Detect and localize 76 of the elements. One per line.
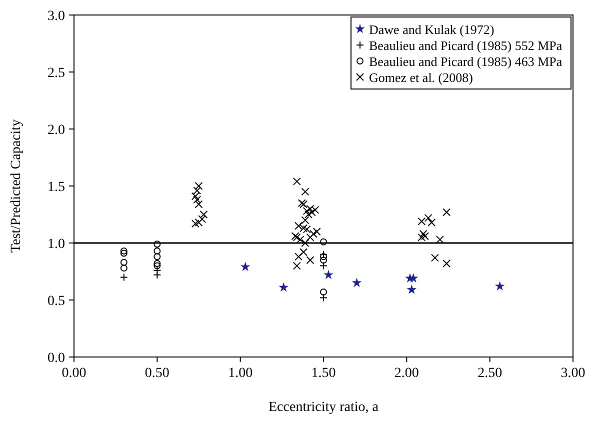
x-tick-label: 1.00 <box>228 366 253 381</box>
point <box>406 284 417 294</box>
point <box>120 250 128 257</box>
point <box>120 264 128 272</box>
legend-label: Dawe and Kulak (1972) <box>369 22 494 37</box>
point <box>191 192 200 200</box>
point <box>300 224 308 232</box>
point <box>294 222 303 230</box>
point <box>442 208 451 216</box>
y-tick-label: 2.5 <box>48 66 65 81</box>
point <box>294 252 303 261</box>
point <box>200 210 208 218</box>
point <box>300 248 308 256</box>
point <box>298 199 306 208</box>
point <box>310 230 318 238</box>
point <box>302 225 311 234</box>
x-tick-label: 0.50 <box>144 366 170 381</box>
point <box>494 281 505 290</box>
point <box>154 240 161 248</box>
x-tick-label: 3.00 <box>560 366 586 381</box>
point <box>120 247 128 254</box>
point <box>301 216 310 224</box>
point <box>442 260 451 268</box>
point <box>278 282 288 292</box>
point <box>408 273 418 283</box>
y-tick-label: 3.0 <box>48 9 65 24</box>
point <box>320 253 327 260</box>
y-tick-label: 0.5 <box>48 294 65 309</box>
point <box>312 228 321 236</box>
point <box>424 214 432 222</box>
x-tick-label: 0.00 <box>62 366 86 381</box>
point <box>194 218 203 226</box>
point <box>324 270 334 280</box>
point <box>430 254 439 262</box>
x-axis-title: Eccentricity ratio, a <box>268 400 380 415</box>
point <box>120 258 128 266</box>
legend-label: Beaulieu and Picard (1985) 463 MPa <box>369 54 562 69</box>
point <box>193 196 202 204</box>
point <box>193 186 202 195</box>
point <box>154 260 161 268</box>
point <box>420 232 429 240</box>
x-tick-label: 1.50 <box>311 366 336 381</box>
point <box>292 262 301 270</box>
point <box>194 200 203 208</box>
point <box>154 247 161 254</box>
x-tick-label: 2.50 <box>478 366 502 381</box>
y-tick-label: 0.0 <box>48 351 65 366</box>
x-tick-label: 2.00 <box>394 366 419 381</box>
point <box>320 256 327 264</box>
y-tick-label: 2.0 <box>48 123 65 138</box>
point <box>301 188 310 196</box>
point <box>352 278 362 288</box>
point <box>428 218 436 226</box>
point <box>300 200 308 208</box>
point <box>306 233 314 242</box>
point <box>301 239 310 247</box>
point <box>120 273 128 282</box>
point <box>198 215 206 224</box>
y-axis-title: Test/Predicted Capacity <box>9 119 24 253</box>
point <box>419 230 428 238</box>
y-tick-label: 1.0 <box>48 237 65 252</box>
point <box>240 262 250 272</box>
point <box>418 233 426 242</box>
point <box>154 262 161 270</box>
point <box>304 210 313 218</box>
legend-label: Beaulieu and Picard (1985) 552 MPa <box>369 38 562 53</box>
point <box>306 256 314 264</box>
point <box>154 253 161 260</box>
point <box>194 182 203 190</box>
legend-label: Gomez et al. (2008) <box>369 70 473 85</box>
point <box>292 177 301 186</box>
point <box>418 217 426 226</box>
point <box>320 238 327 246</box>
y-tick-label: 1.5 <box>48 180 65 195</box>
point <box>320 288 327 296</box>
point <box>191 220 200 228</box>
